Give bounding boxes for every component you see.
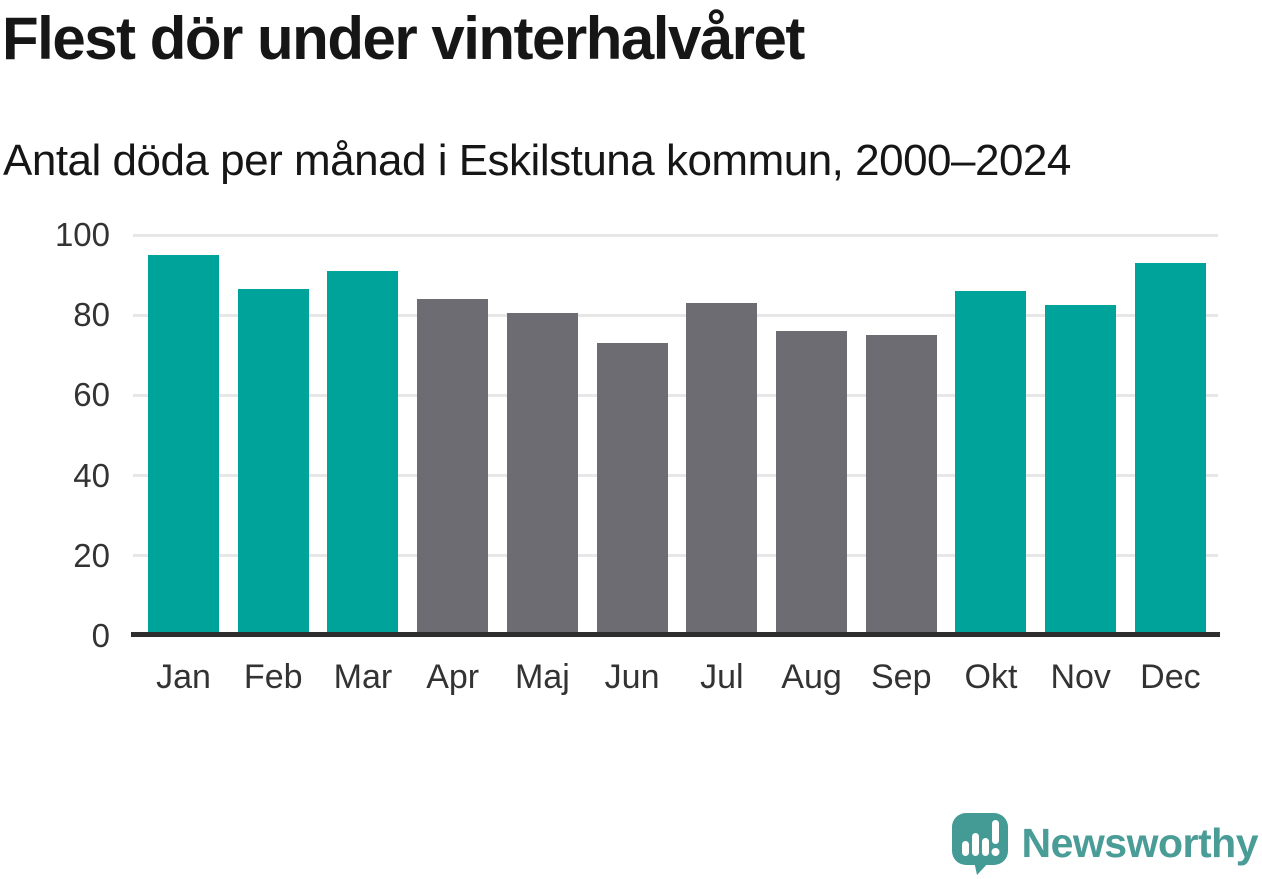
newsworthy-logo-text: Newsworthy (1021, 819, 1259, 866)
x-tick-label-mar: Mar (327, 658, 398, 697)
newsworthy-logo-icon (951, 813, 1008, 875)
x-axis-line (131, 632, 1220, 637)
x-tick-label-text: Jan (156, 658, 211, 696)
gridline-20 (133, 554, 1218, 558)
bar-jan (148, 255, 219, 634)
y-tick-label-40: 40 (73, 456, 110, 494)
x-tick-label-text: Aug (781, 658, 842, 696)
y-tick-label-100: 100 (54, 216, 110, 253)
chart-title: Flest dör under vinterhalvåret (2, 5, 805, 72)
x-tick-label-text: Sep (871, 658, 932, 696)
x-tick-label-aug: Aug (776, 658, 847, 697)
y-tick-label-0: 0 (91, 617, 110, 654)
x-tick-label-jan: Jan (148, 658, 219, 697)
y-tick-label-20: 20 (73, 536, 110, 574)
x-tick-label-text: Maj (514, 658, 570, 696)
x-tick-label-text: Jul (700, 658, 744, 696)
bar-apr (417, 299, 489, 634)
x-tick-label-nov: Nov (1045, 658, 1116, 697)
gridline-40 (133, 474, 1218, 478)
x-tick-label-sep: Sep (866, 658, 937, 697)
bar-dec (1134, 263, 1206, 634)
x-tick-label-text: Nov (1050, 658, 1111, 696)
x-tick-label-jun: Jun (597, 658, 668, 697)
plot-area (133, 233, 1218, 636)
x-tick-label-text: Mar (333, 658, 393, 696)
x-tick-label-text: Okt (964, 658, 1018, 696)
x-tick-label-text: Dec (1140, 658, 1201, 696)
gridline-60 (133, 393, 1218, 397)
y-tick-label-60: 60 (73, 376, 110, 414)
gridline-100 (133, 233, 1218, 237)
x-tick-label-text: Jun (604, 658, 660, 696)
x-tick-label-maj: Maj (507, 658, 578, 697)
bar-aug (776, 331, 848, 634)
x-tick-label-feb: Feb (238, 658, 309, 697)
x-tick-label-text: Feb (243, 658, 303, 696)
bar-jul (686, 303, 758, 634)
x-axis: Jan Feb Mar Apr Maj Jun Jul Aug Sep Okt Nov Dec (148, 658, 1206, 697)
bar-feb (237, 289, 309, 634)
bar-nov (1045, 305, 1117, 634)
x-tick-label-text: Apr (426, 658, 480, 696)
bar-okt (955, 291, 1027, 634)
newsworthy-logo: Newsworthy (950, 811, 1259, 875)
bar-maj (506, 313, 578, 634)
x-tick-label-okt: Okt (955, 658, 1026, 697)
x-tick-label-apr: Apr (417, 658, 488, 697)
bar-jun (596, 343, 668, 634)
chart-subtitle: Antal döda per månad i Eskilstuna kommun… (3, 136, 1071, 185)
bar-mar (327, 271, 399, 634)
y-tick-label-80: 80 (73, 296, 110, 334)
x-tick-label-jul: Jul (686, 658, 757, 697)
bars (148, 255, 1206, 634)
gridline-80 (133, 313, 1218, 317)
x-tick-label-dec: Dec (1135, 658, 1206, 697)
bar-sep (865, 335, 937, 634)
